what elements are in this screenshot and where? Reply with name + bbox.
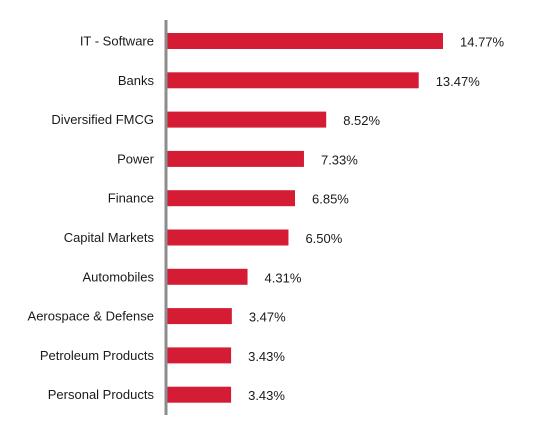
value-label: 3.43%	[248, 388, 285, 403]
bar	[167, 72, 419, 89]
value-label: 4.31%	[265, 270, 302, 285]
bar	[167, 268, 248, 285]
value-label: 3.47%	[249, 310, 286, 325]
bar	[167, 386, 232, 403]
value-label: 14.77%	[460, 35, 505, 50]
bar	[167, 229, 289, 246]
category-label: Aerospace & Defense	[28, 309, 154, 324]
bars-layer: IT - Software 14.77% Banks 13.47% Diversifie…	[28, 33, 505, 403]
bar	[167, 111, 327, 128]
category-label: IT - Software	[80, 34, 154, 49]
category-label: Capital Markets	[64, 230, 155, 245]
bar	[167, 190, 296, 207]
category-label: Power	[117, 151, 155, 166]
bar	[167, 150, 304, 167]
category-label: Diversified FMCG	[51, 112, 154, 127]
value-label: 6.85%	[312, 192, 349, 207]
value-label: 13.47%	[436, 74, 481, 89]
bar	[167, 347, 232, 364]
bar	[167, 308, 232, 325]
bar	[167, 33, 443, 49]
value-label: 3.43%	[248, 349, 285, 364]
value-label: 6.50%	[305, 231, 342, 246]
category-label: Automobiles	[82, 269, 154, 284]
value-label: 7.33%	[321, 152, 358, 167]
category-label: Banks	[118, 73, 155, 88]
value-label: 8.52%	[343, 113, 380, 128]
category-label: Personal Products	[48, 387, 155, 402]
category-label: Finance	[108, 191, 154, 206]
category-label: Petroleum Products	[40, 348, 155, 363]
